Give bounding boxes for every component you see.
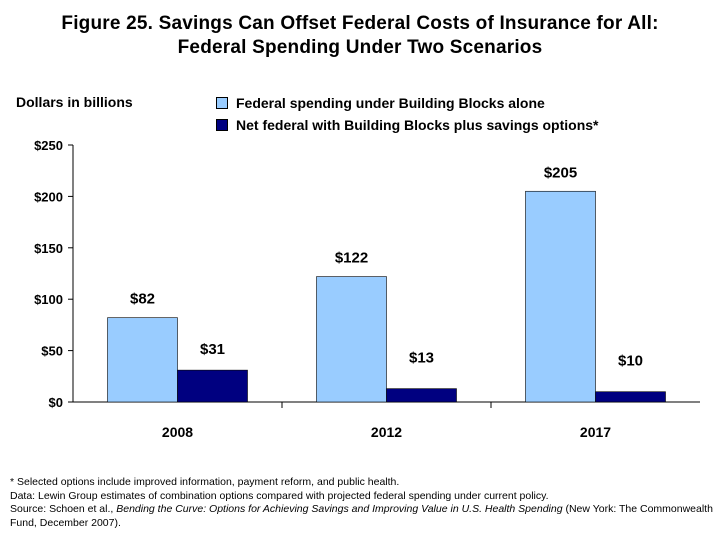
chart-title-line1: Figure 25. Savings Can Offset Federal Co… [61,13,659,34]
data-label: $31 [200,341,225,358]
legend-swatch-series1 [216,97,228,109]
x-category-label: 2008 [162,424,193,440]
footer-notes: * Selected options include improved info… [10,476,714,530]
data-label: $122 [335,250,368,267]
y-tick-label: $100 [34,292,63,307]
bar-building-blocks [107,317,178,403]
data-note: Data: Lewin Group estimates of combinati… [10,489,549,502]
legend-item-series1: Federal spending under Building Blocks a… [216,92,599,114]
y-tick-label: $50 [41,344,63,359]
bar-building-blocks [525,190,596,403]
chart-title: Figure 25. Savings Can Offset Federal Co… [0,12,720,60]
legend-label-series2: Net federal with Building Blocks plus sa… [236,117,599,133]
legend-item-series2: Net federal with Building Blocks plus sa… [216,114,599,136]
bar-net-federal [177,369,248,403]
data-label: $13 [409,350,434,367]
legend: Federal spending under Building Blocks a… [216,92,599,136]
bar-net-federal [595,391,666,403]
y-tick-label: $250 [34,138,63,153]
y-tick-label: $200 [34,189,63,204]
bar-building-blocks [316,276,387,403]
data-label: $10 [618,353,643,370]
source-suffix: (New York: The Commonwealth Fund, Decemb… [10,503,713,529]
x-category-label: 2017 [580,424,611,440]
data-label: $205 [544,164,577,181]
x-category-label: 2012 [371,424,402,440]
legend-swatch-series2 [216,119,228,131]
source-prefix: Source: Schoen et al., [10,503,117,515]
y-tick-label: $150 [34,241,63,256]
source-title: Bending the Curve: Options for Achieving… [116,503,563,515]
y-axis-label: Dollars in billions [16,94,133,110]
chart-title-line2: Federal Spending Under Two Scenarios [177,37,543,58]
legend-label-series1: Federal spending under Building Blocks a… [236,95,545,111]
y-tick-label: $0 [49,395,63,410]
data-label: $82 [130,291,155,308]
bar-net-federal [386,388,457,403]
source-note: Source: Schoen et al., Bending the Curve… [10,503,714,530]
footnote: * Selected options include improved info… [10,476,400,488]
